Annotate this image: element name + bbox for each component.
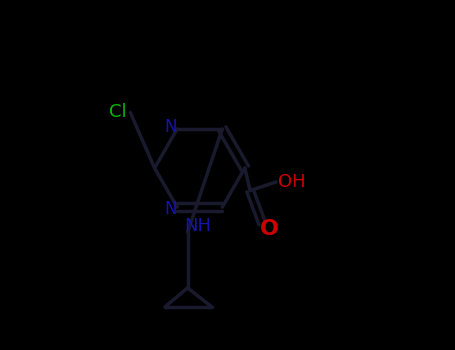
Text: N: N [165, 118, 177, 136]
Text: OH: OH [278, 173, 306, 191]
Text: NH: NH [184, 217, 212, 235]
Text: Cl: Cl [109, 104, 127, 121]
Text: N: N [165, 200, 177, 218]
Text: O: O [260, 219, 278, 239]
